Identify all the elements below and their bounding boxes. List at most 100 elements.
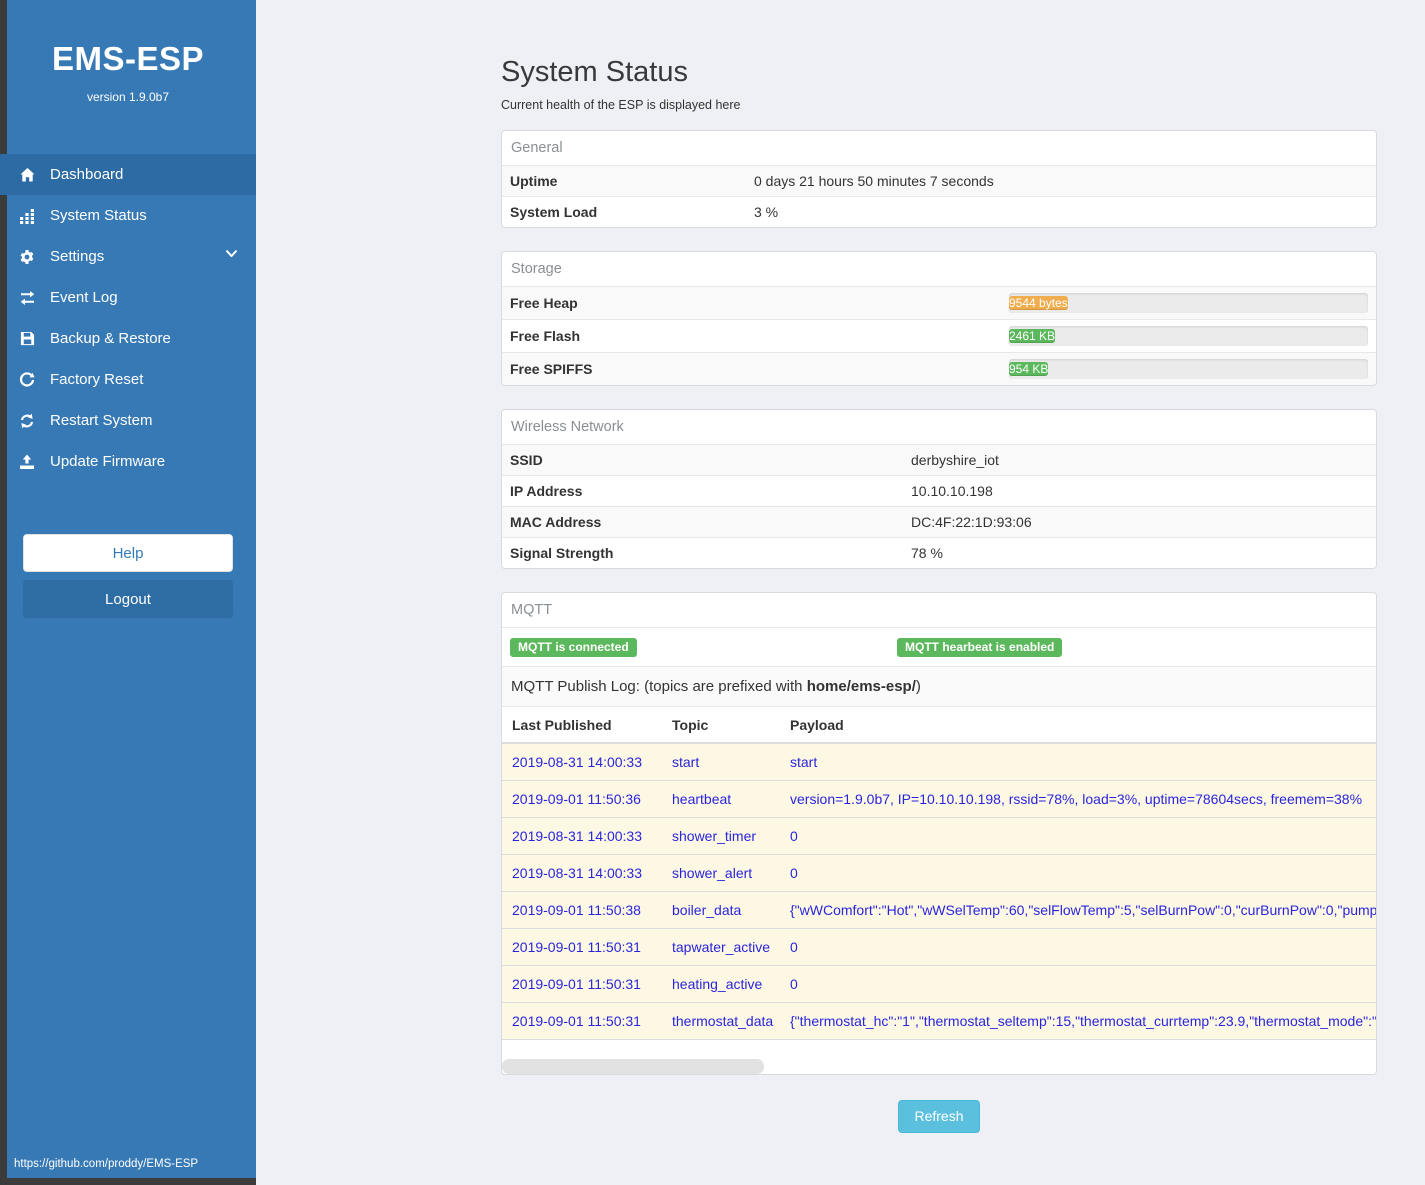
sidebar-item-dashboard[interactable]: Dashboard [0,154,256,195]
sidebar-item-restart-system[interactable]: Restart System [0,400,256,441]
free-flash-row: Free Flash 2461 KB [502,319,1376,352]
sidebar-item-label: Factory Reset [50,371,144,388]
app-title: EMS-ESP [51,40,205,77]
sidebar-item-backup-restore[interactable]: Backup & Restore [0,318,256,359]
row-label: Free Heap [510,295,578,311]
progress-fill: 954 KB [1009,362,1049,376]
sidebar-left-strip [0,0,7,1185]
cell-topic: heartbeat [672,791,732,807]
row-value: 0 days 21 hours 50 minutes 7 seconds [754,173,994,189]
upload-icon [17,454,37,470]
row-label: IP Address [510,483,583,499]
sidebar: EMS-ESP version 1.9.0b7 Dashboard System… [0,0,256,1185]
panel-title: General [511,140,563,156]
row-value: derbyshire_iot [911,452,999,468]
mqtt-connected-badge: MQTT is connected [510,638,637,657]
log-title-suffix: ) [915,678,921,695]
table-row: 2019-08-31 14:00:33 shower_timer 0 [502,818,1376,855]
cell-last-published: 2019-08-31 14:00:33 [512,828,642,844]
logout-button[interactable]: Logout [23,580,233,618]
row-label: System Load [510,204,598,220]
row-label: Signal Strength [510,545,614,561]
free-spiffs-progress: 954 KB [1009,359,1368,379]
horizontal-scrollbar[interactable] [502,1059,1376,1074]
table-row: 2019-09-01 11:50:31 tapwater_active 0 [502,929,1376,966]
table-row: 2019-09-01 11:50:36 heartbeat version=1.… [502,781,1376,818]
table-row: 2019-08-31 14:00:33 shower_alert 0 [502,855,1376,892]
sidebar-item-event-log[interactable]: Event Log [0,277,256,318]
cell-topic: heating_active [672,976,763,992]
sidebar-item-label: Event Log [50,289,118,306]
cell-payload: {"wWComfort":"Hot","wWSelTemp":60,"selFl… [790,902,1376,918]
sidebar-item-label: System Status [50,207,147,224]
cell-payload: 0 [790,865,798,881]
main-content: System Status Current health of the ESP … [256,0,1425,1163]
column-header-topic: Topic [672,717,709,733]
cell-topic: start [672,754,700,770]
home-icon [17,167,37,183]
mqtt-table-header: Last Published Topic Payload [502,706,1376,744]
free-flash-progress: 2461 KB [1009,326,1368,346]
sidebar-item-factory-reset[interactable]: Factory Reset [0,359,256,400]
exchange-icon [17,290,37,306]
cell-payload: 0 [790,939,798,955]
signal-strength-row: Signal Strength 78 % [502,537,1376,568]
github-link[interactable]: https://github.com/proddy/EMS-ESP [14,1158,199,1170]
panel-title: MQTT [511,602,553,618]
cell-last-published: 2019-08-31 14:00:33 [512,754,642,770]
chevron-down-icon [225,249,238,259]
chart-icon [17,208,37,224]
help-button[interactable]: Help [23,534,233,572]
row-label: Uptime [510,173,558,189]
uptime-row: Uptime 0 days 21 hours 50 minutes 7 seco… [502,165,1376,196]
system-load-row: System Load 3 % [502,196,1376,227]
log-title-prefix: MQTT Publish Log: (topics are prefixed w… [511,678,807,695]
row-value: DC:4F:22:1D:93:06 [911,514,1032,530]
sidebar-item-update-firmware[interactable]: Update Firmware [0,441,256,482]
mqtt-publish-log-title: MQTT Publish Log: (topics are prefixed w… [502,666,1376,706]
cell-payload: 0 [790,976,798,992]
storage-panel: Storage Free Heap 9544 bytes Free Flash … [501,251,1377,386]
column-header-payload: Payload [790,717,844,733]
sidebar-item-system-status[interactable]: System Status [0,195,256,236]
general-panel: General Uptime 0 days 21 hours 50 minute… [501,130,1377,228]
table-row: 2019-09-01 11:50:31 thermostat_data {"th… [502,1003,1376,1040]
cell-last-published: 2019-09-01 11:50:38 [512,902,641,918]
refresh-button[interactable]: Refresh [898,1100,980,1133]
sidebar-item-label: Settings [50,248,105,265]
free-spiffs-row: Free SPIFFS 954 KB [502,352,1376,385]
sidebar-menu: Dashboard System Status Settings [0,154,256,482]
refresh-icon [17,413,37,429]
table-row: 2019-09-01 11:50:38 boiler_data {"wWComf… [502,892,1376,929]
row-label: MAC Address [510,514,602,530]
cell-topic: thermostat_data [672,1013,774,1029]
rotate-icon [17,371,37,388]
cell-payload: {"thermostat_hc":"1","thermostat_seltemp… [790,1013,1376,1029]
mqtt-heartbeat-badge: MQTT hearbeat is enabled [897,638,1063,657]
wireless-panel: Wireless Network SSID derbyshire_iot IP … [501,409,1377,569]
sidebar-item-label: Update Firmware [50,453,166,470]
row-value: 3 % [754,204,779,220]
cell-topic: boiler_data [672,902,742,918]
sidebar-bottom-strip [0,1178,256,1185]
page-title: System Status [501,56,688,88]
app-version: version 1.9.0b7 [86,90,170,104]
ip-address-row: IP Address 10.10.10.198 [502,475,1376,506]
mqtt-panel: MQTT MQTT is connected MQTT hearbeat is … [501,592,1377,1075]
panel-title: Storage [511,261,562,277]
column-header-last-published: Last Published [512,717,612,733]
row-label: SSID [510,452,543,468]
sidebar-item-settings[interactable]: Settings [0,236,256,277]
cell-last-published: 2019-09-01 11:50:31 [512,1013,641,1029]
cell-payload: start [790,754,818,770]
cell-topic: tapwater_active [672,939,771,955]
progress-fill: 2461 KB [1009,329,1056,343]
cell-last-published: 2019-09-01 11:50:31 [512,976,641,992]
sidebar-item-label: Dashboard [50,166,124,183]
save-icon [17,331,37,347]
ssid-row: SSID derbyshire_iot [502,444,1376,475]
gear-icon [17,249,37,265]
scrollbar-thumb[interactable] [502,1059,764,1074]
row-value: 78 % [911,545,943,561]
mqtt-badges-row: MQTT is connected MQTT hearbeat is enabl… [502,627,1376,666]
